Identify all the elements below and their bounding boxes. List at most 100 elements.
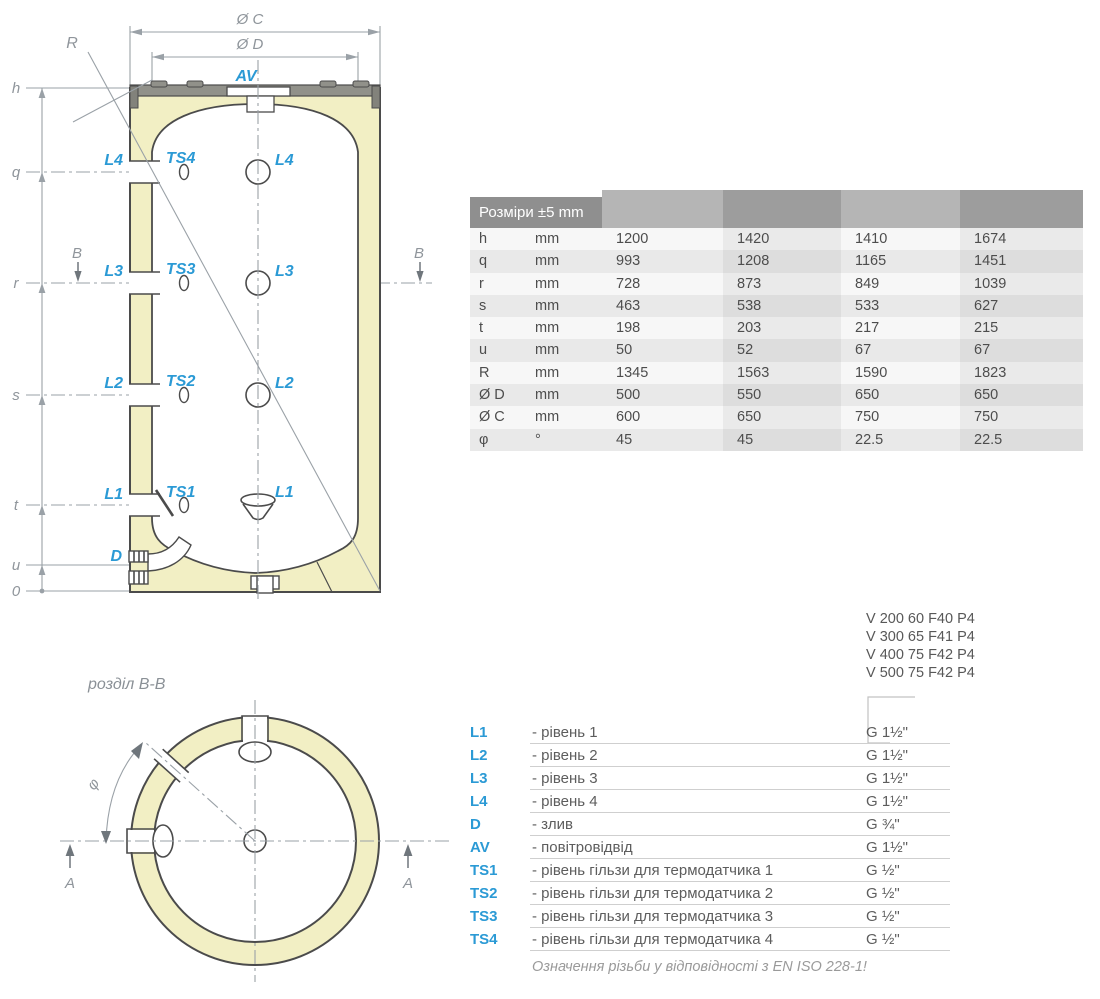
value-cell: 728 — [616, 275, 641, 292]
divider — [530, 927, 950, 928]
table-row: u mm 50 52 67 67 — [470, 339, 1083, 362]
value-cell: 1165 — [855, 253, 887, 270]
value-cell: 198 — [616, 320, 641, 337]
lid-lug — [352, 80, 370, 88]
value-cell: 1451 — [960, 250, 1083, 273]
ts1-sleeve-line — [154, 489, 175, 517]
value-cell: 1420 — [723, 228, 841, 251]
legend-row: L2 - рівень 2 G 1½" — [470, 744, 1086, 767]
phi-angle-dimension: φ — [84, 742, 143, 844]
section-a-label-left: A — [64, 875, 75, 892]
thermo-sleeves — [154, 163, 190, 517]
section-b-markers: B B — [72, 245, 424, 282]
divider — [530, 904, 950, 905]
dimensions-table-body: h mm 1200 1420 1410 1674 q mm 993 1208 1165 1451 r… — [470, 228, 1083, 451]
port-label-d: D — [110, 548, 122, 565]
param-cell: q — [479, 253, 488, 270]
thread-size: G 1½" — [866, 793, 909, 810]
thread-size: G ¾" — [866, 816, 900, 833]
port-label-ts2: TS2 — [166, 373, 195, 390]
dim-label-t: t — [14, 497, 19, 514]
value-cell: 650 — [855, 387, 880, 404]
divider — [530, 858, 950, 859]
dim-label-s: s — [12, 387, 20, 404]
port-ts3 — [178, 274, 190, 292]
value-cell: 538 — [723, 294, 841, 318]
port-code: L4 — [470, 793, 488, 810]
legend-row: TS3 - рівень гільзи для термодатчика 3 G ½… — [470, 905, 1086, 928]
table-row: h mm 1200 1420 1410 1674 — [470, 228, 1083, 251]
model-name: V 300 65 F41 P4 — [866, 629, 975, 645]
value-cell: 627 — [960, 294, 1083, 318]
legend-row: TS4 - рівень гільзи для термодатчика 4 G ½… — [470, 928, 1086, 951]
thread-size: G 1½" — [866, 724, 909, 741]
port-label-l4-left: L4 — [104, 152, 123, 169]
param-cell: r — [479, 275, 484, 292]
port-code: TS3 — [470, 908, 498, 925]
dim-r-diagonal: R — [66, 35, 381, 592]
dim-label-h: h — [12, 80, 20, 97]
value-cell: 1590 — [855, 364, 888, 381]
value-cell: 1345 — [616, 364, 649, 381]
value-cell: 1563 — [723, 361, 841, 385]
value-cell: 45 — [616, 431, 633, 448]
model-column-band-2 — [723, 190, 841, 228]
table-row: Ø C mm 600 650 750 750 — [470, 406, 1083, 429]
param-cell: φ — [479, 431, 489, 448]
value-cell: 1200 — [616, 231, 649, 247]
port-label-l4-center: L4 — [275, 152, 294, 169]
table-row: q mm 993 1208 1165 1451 — [470, 250, 1083, 273]
dim-label-u: u — [12, 557, 21, 574]
port-code: AV — [470, 839, 490, 856]
port-description: - рівень 3 — [532, 770, 598, 787]
port-l2 — [129, 383, 160, 407]
model-column-band-4 — [960, 190, 1083, 228]
value-cell: 849 — [855, 275, 880, 292]
unit-cell: mm — [535, 253, 560, 270]
value-cell: 650 — [723, 406, 841, 429]
value-cell: 215 — [960, 317, 1083, 340]
port-code: L1 — [470, 724, 488, 741]
section-bb-drawing: φ A A — [60, 700, 450, 982]
thread-size: G ½" — [866, 862, 900, 879]
dim-oc: Ø C — [129, 11, 381, 86]
port-code: TS1 — [470, 862, 498, 879]
port-description: - рівень гільзи для термодатчика 3 — [532, 908, 774, 925]
lid-lug — [319, 80, 337, 88]
param-cell: Ø C — [479, 409, 505, 426]
port-description: - рівень 1 — [532, 724, 598, 741]
dim-label-zero: 0 — [12, 583, 21, 600]
hatch-line — [316, 561, 333, 593]
model-column-band-3 — [841, 190, 960, 228]
param-cell: t — [479, 320, 484, 337]
value-cell: 550 — [723, 384, 841, 407]
value-cell: 50 — [616, 342, 633, 359]
dim-label-r: r — [14, 275, 20, 292]
port-label-ts3: TS3 — [166, 261, 195, 278]
port-code: D — [470, 816, 481, 833]
model-list: V 200 60 F40 P4 V 300 65 F41 P4 V 400 75… — [866, 610, 975, 682]
param-cell: Ø D — [479, 387, 505, 404]
value-cell: 600 — [616, 409, 641, 426]
port-d-drain — [128, 536, 192, 585]
value-cell: 1823 — [960, 361, 1083, 385]
value-cell: 203 — [723, 317, 841, 340]
value-cell: 217 — [855, 320, 880, 337]
port-l4 — [129, 160, 160, 184]
unit-cell: mm — [535, 409, 560, 426]
model-column-band-1 — [602, 190, 723, 228]
model-name: V 500 75 F42 P4 — [866, 665, 975, 681]
lid-lug — [186, 80, 204, 88]
table-row: Ø D mm 500 550 650 650 — [470, 384, 1083, 407]
port-code: L2 — [470, 747, 488, 764]
divider — [530, 950, 950, 951]
port-ts2 — [178, 386, 190, 404]
unit-cell: ° — [535, 431, 541, 448]
value-cell: 463 — [616, 297, 641, 314]
port-description: - рівень гільзи для термодатчика 1 — [532, 862, 774, 879]
legend-row: L1 - рівень 1 G 1½" — [470, 721, 1086, 744]
section-b-label-left: B — [72, 245, 82, 262]
value-cell: 873 — [723, 272, 841, 295]
